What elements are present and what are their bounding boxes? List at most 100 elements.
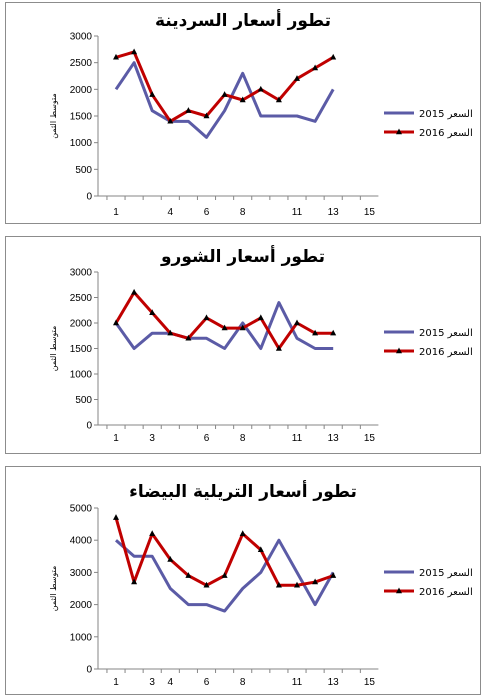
data-point-marker [221,91,228,97]
legend-marker [396,128,402,135]
y-tick-label: 3000 [70,268,93,279]
series-line-0 [115,538,335,613]
y-tick-label: 1500 [70,112,93,123]
chart-shoro: تطور أسعار الشورو متوسط الثمن 0 500 1000 1500… [49,245,473,444]
chart-sardine: تطور أسعار السردينة متوسط الثمن 0 500 1000 15… [49,9,473,218]
data-point-marker [239,96,246,103]
data-point-marker [239,530,246,536]
x-tick-label: 1 [113,433,119,444]
series-line-0 [114,61,335,139]
data-point-marker [149,91,156,97]
legend-label-0: 2015 السعر [419,109,473,120]
x-tick-label: 15 [364,677,376,688]
y-tick-label: 500 [75,395,92,406]
data-point-marker [294,75,300,81]
y-tick-label: 1500 [70,344,93,355]
data-point-marker [203,581,210,588]
chart-title: تطور أسعار الشورو [160,245,325,267]
data-point-marker [330,53,337,60]
chart-panel-white-trevally: تطور أسعار التريلية البيضاء متوسط الثمن 0 1… [5,466,481,695]
y-tick-label: 3000 [70,32,93,43]
data-point-marker [203,112,210,119]
x-tick-label: 13 [328,433,340,444]
y-tick-label: 0 [86,421,92,432]
series-line-0 [114,301,334,350]
data-point-marker [167,329,174,336]
x-tick-label: 15 [364,207,376,218]
x-tick-label: 13 [328,677,340,688]
x-tick-label: 1 [113,207,119,218]
data-point-marker [312,578,319,585]
y-tick-label: 0 [86,192,92,203]
data-point-marker [131,578,138,585]
x-tick-label: 8 [240,677,246,688]
data-point-marker [113,53,119,60]
x-tick-label: 6 [204,677,210,688]
chart-white-trevally: تطور أسعار التريلية البيضاء متوسط الثمن 0 1… [49,480,473,688]
data-point-marker [275,96,282,103]
x-tick-label: 11 [292,433,303,444]
data-point-marker [221,572,228,578]
x-tick-label: 3 [149,433,155,444]
data-point-marker [167,556,174,562]
x-tick-label: 8 [240,433,246,444]
data-point-marker [294,319,300,326]
data-point-marker [275,345,282,351]
x-tick-label: 6 [204,207,210,218]
x-tick-label: 11 [292,207,303,218]
y-tick-label: 1000 [70,370,93,381]
y-tick-label: 2000 [70,319,93,330]
x-tick-label: 8 [240,207,246,218]
x-tick-label: 3 [149,677,155,688]
y-axis-label: متوسط الثمن [49,326,58,371]
y-tick-label: 0 [86,665,92,676]
y-tick-label: 3000 [70,568,93,579]
y-axis-label: متوسط الثمن [49,566,58,611]
x-tick-label: 11 [292,677,303,688]
data-point-marker [185,572,192,578]
data-point-marker [185,334,192,341]
y-tick-label: 4000 [70,536,93,547]
data-point-marker [167,117,174,124]
chart-title: تطور أسعار التريلية البيضاء [129,480,357,502]
y-tick-label: 5000 [70,504,93,515]
x-tick-label: 1 [113,677,119,688]
y-tick-label: 2000 [70,600,93,611]
y-tick-label: 1000 [70,138,93,149]
data-point-marker [203,314,210,321]
legend-label-0: 2015 السعر [419,568,473,579]
y-tick-label: 2000 [70,85,93,96]
data-point-marker [257,546,264,553]
data-point-marker [257,85,264,92]
data-point-marker [275,581,282,588]
data-point-marker [312,64,319,71]
x-tick-label: 13 [328,207,340,218]
data-point-marker [239,324,246,331]
data-point-marker [221,324,228,331]
data-point-marker [149,530,156,536]
data-point-marker [257,314,264,321]
legend-marker [396,587,402,594]
data-point-marker [131,48,138,55]
data-point-marker [185,107,192,113]
data-point-marker [330,572,337,578]
data-point-marker [312,329,319,336]
data-point-marker [294,581,300,588]
legend-label-1: 2016 السعر [419,587,473,598]
y-tick-label: 2500 [70,58,93,69]
data-point-marker [113,319,119,326]
legend-label-1: 2016 السعر [419,347,473,358]
y-tick-label: 2500 [70,293,93,304]
chart-panel-sardine: تطور أسعار السردينة متوسط الثمن 0 500 1000 15… [5,2,481,224]
y-tick-label: 500 [75,165,92,176]
chart-panel-shoro: تطور أسعار الشورو متوسط الثمن 0 500 1000 1500… [5,236,481,454]
legend-label-1: 2016 السعر [419,128,473,139]
legend-marker [396,347,402,354]
x-tick-label: 15 [364,433,376,444]
x-tick-label: 6 [204,433,210,444]
x-tick-label: 4 [168,207,174,218]
y-tick-label: 1000 [70,632,93,643]
data-point-marker [113,514,119,520]
data-point-marker [330,329,337,336]
chart-title: تطور أسعار السردينة [155,9,331,31]
